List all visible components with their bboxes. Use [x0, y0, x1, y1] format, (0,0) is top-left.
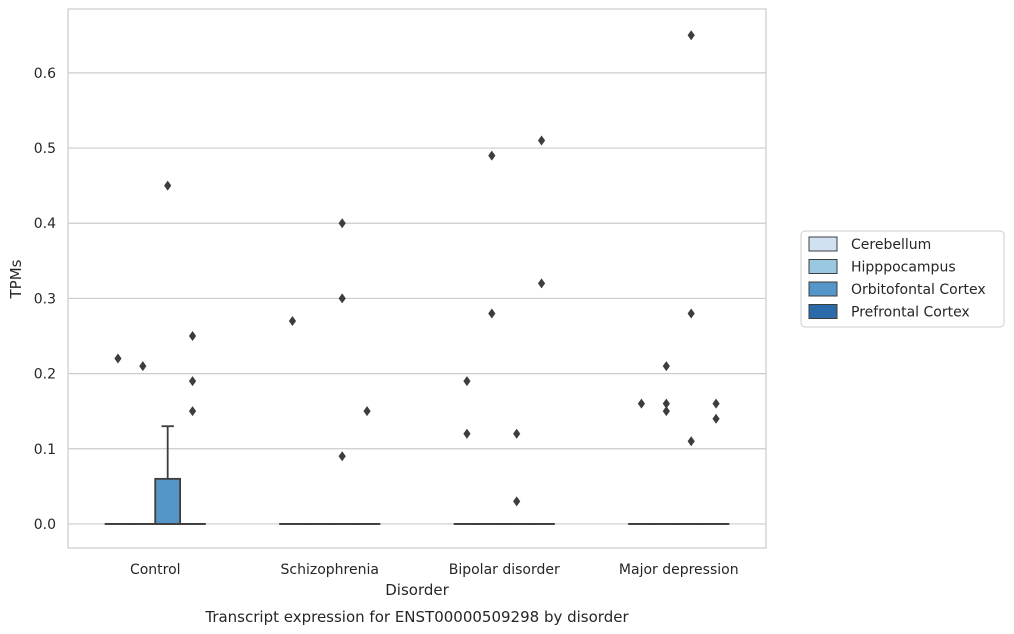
- outlier-point: [662, 361, 670, 372]
- outlier-point: [288, 315, 297, 326]
- outlier-point: [338, 451, 346, 462]
- outlier-point: [687, 308, 695, 319]
- legend-entry-label: Cerebellum: [851, 237, 931, 253]
- outlier-point: [637, 398, 646, 409]
- legend-entry-label: Hipppocampus: [851, 260, 956, 276]
- y-tick-label: 0.0: [34, 517, 56, 533]
- outlier-point: [188, 331, 197, 342]
- legend-swatch: [808, 281, 838, 297]
- outlier-point: [488, 150, 496, 161]
- outlier-point: [513, 428, 521, 439]
- box-body: [154, 477, 182, 525]
- outlier-points: [114, 30, 720, 507]
- x-tick-label: Schizophrenia: [281, 562, 379, 578]
- legend-frame: [800, 230, 1005, 328]
- outlier-point: [687, 30, 695, 41]
- chart-caption: Transcript expression for ENST0000050929…: [204, 608, 629, 626]
- outlier-point: [188, 376, 197, 387]
- outlier-point: [662, 398, 670, 409]
- x-tick-label: Bipolar disorder: [449, 562, 560, 578]
- legend-swatch: [808, 304, 838, 319]
- x-axis-label: Disorder: [385, 581, 449, 599]
- y-tick-label: 0.6: [34, 66, 56, 82]
- gridlines: [68, 72, 766, 525]
- outlier-point: [513, 496, 521, 507]
- boxes: [104, 425, 730, 525]
- outlier-point: [687, 436, 695, 447]
- outlier-point: [188, 406, 197, 417]
- outlier-point: [463, 428, 471, 439]
- x-tick-label: Control: [130, 562, 181, 578]
- outlier-point: [488, 308, 496, 319]
- y-tick-label: 0.2: [34, 367, 56, 383]
- y-tick-label: 0.4: [34, 216, 56, 232]
- legend: Cerebellum Hipppocampus Orbitofontal Corte…: [800, 230, 1005, 328]
- y-tick-label: 0.3: [34, 291, 56, 307]
- outlier-point: [662, 406, 670, 417]
- outlier-point: [537, 135, 546, 146]
- x-tick-label: Major depression: [619, 562, 739, 578]
- legend-entry-label: Prefrontal Cortex: [851, 305, 970, 321]
- outlier-point: [139, 361, 147, 372]
- outlier-point: [537, 278, 546, 289]
- y-tick-labels: 0.0 0.1 0.2 0.3 0.4 0.5 0.6: [34, 66, 56, 533]
- outlier-point: [164, 180, 172, 191]
- outlier-point: [712, 398, 720, 409]
- plot-frame: [67, 8, 767, 549]
- outlier-point: [712, 413, 720, 424]
- outlier-point: [463, 376, 471, 387]
- x-tick-labels: Control Schizophrenia Bipolar disorder Majo…: [130, 562, 739, 578]
- y-tick-label: 0.5: [34, 141, 56, 157]
- outlier-point: [338, 293, 346, 304]
- outlier-point: [114, 353, 122, 364]
- y-tick-label: 0.1: [34, 442, 56, 458]
- outlier-point: [338, 218, 346, 229]
- legend-swatch: [808, 236, 838, 252]
- y-axis-label: TPMs: [7, 259, 25, 299]
- box-orbitofontal-cortex: [154, 425, 182, 525]
- legend-entry-label: Orbitofontal Cortex: [851, 282, 986, 298]
- legend-swatch: [808, 259, 838, 274]
- outlier-point: [363, 406, 371, 417]
